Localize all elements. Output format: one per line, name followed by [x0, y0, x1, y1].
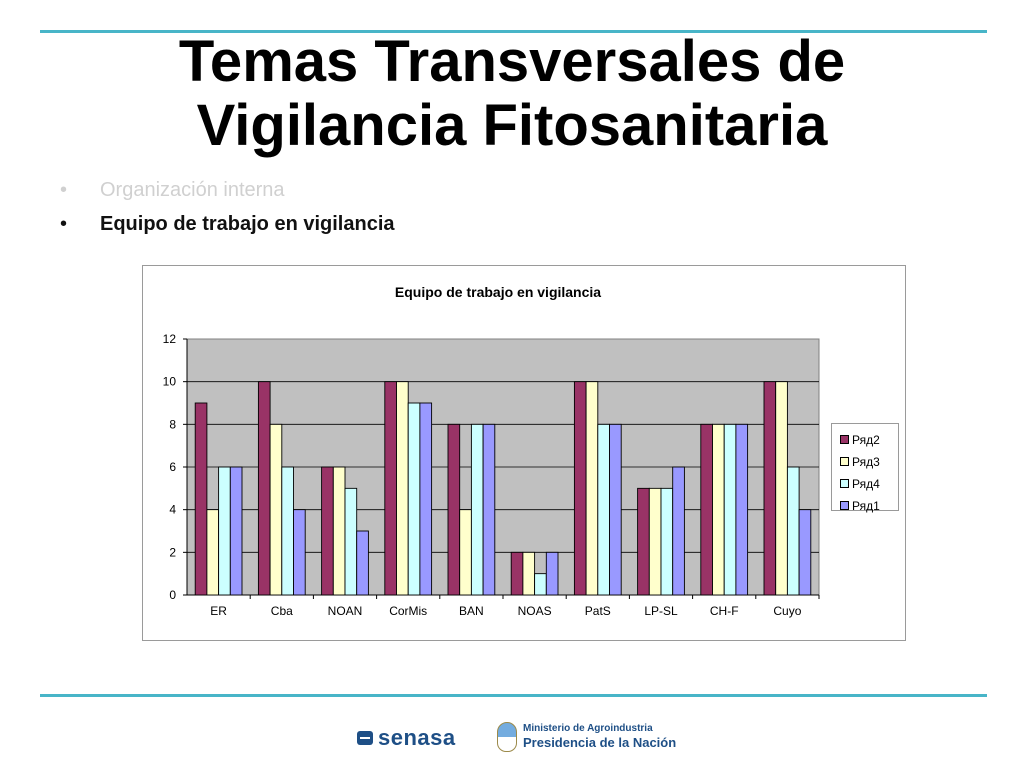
footer: senasa Ministerio de Agroindustria Presi…: [0, 718, 1024, 758]
chart-container: Equipo de trabajo en vigilancia 0 2 4 6 8 10 12…: [142, 265, 906, 641]
bullet-item-equipo: • Equipo de trabajo en vigilancia: [60, 210, 395, 244]
senasa-mark-icon: [357, 731, 373, 745]
bar-ER-1: [206, 509, 220, 596]
legend-swatch-icon: [840, 435, 849, 445]
x-tick-label: LP-SL: [644, 604, 678, 618]
legend-swatch-icon: [840, 479, 849, 489]
ministry-logo: Ministerio de Agroindustria Presidencia …: [497, 722, 676, 752]
bar-NOAS-1: [522, 551, 536, 596]
bar-ER-3: [229, 466, 243, 596]
legend-swatch-icon: [840, 457, 849, 467]
bar-CorMis-2: [407, 402, 421, 596]
y-tick-label: 2: [169, 545, 176, 559]
bar-NOAN-0: [321, 466, 334, 596]
y-tick-label: 0: [169, 588, 176, 602]
national-shield-icon: [497, 722, 517, 752]
bottom-divider: [40, 694, 987, 697]
slide-title: Temas Transversales de Vigilancia Fitosa…: [0, 30, 1024, 158]
bullet-text: Equipo de trabajo en vigilancia: [100, 213, 395, 235]
presidency-name: Presidencia de la Nación: [523, 735, 677, 750]
y-tick-label: 4: [169, 503, 176, 517]
bar-PatS-3: [609, 423, 622, 596]
bar-NOAN-3: [356, 530, 369, 596]
bar-CorMis-1: [396, 381, 409, 596]
bullet-list: • Organización interna • Equipo de traba…: [60, 176, 395, 244]
bar-PatS-0: [573, 381, 587, 596]
legend-item: Ряд2: [832, 429, 898, 451]
bullet-dot-icon: •: [60, 179, 68, 201]
ministry-name: Ministerio de Agroindustria: [523, 723, 653, 734]
legend-label: Ряд2: [852, 433, 880, 447]
bar-Cuyo-1: [775, 381, 788, 596]
y-tick-label: 6: [169, 460, 176, 474]
bar-LP-SL-1: [648, 487, 662, 596]
chart-legend: Ряд2 Ряд3 Ряд4 Ряд1: [831, 423, 899, 513]
bar-CorMis-0: [384, 381, 397, 596]
bar-CH-F-3: [735, 423, 749, 596]
legend-swatch-icon: [840, 501, 849, 511]
bullet-dot-icon: •: [60, 213, 68, 235]
bullet-item-organizacion: • Organización interna: [60, 176, 395, 210]
bar-Cba-1: [269, 423, 283, 596]
x-tick-label: BAN: [459, 604, 484, 618]
bar-NOAN-1: [332, 466, 346, 596]
x-tick-label: CorMis: [389, 604, 427, 618]
slide-title-line2: Vigilancia Fitosanitaria: [196, 93, 828, 158]
bar-PatS-2: [597, 423, 610, 596]
senasa-logo-text: senasa: [378, 725, 456, 750]
bar-Cba-0: [257, 381, 271, 596]
bar-Cuyo-3: [798, 509, 812, 596]
bar-NOAS-3: [545, 551, 559, 596]
bar-chart: Equipo de trabajo en vigilancia 0 2 4 6 8 10 12…: [163, 284, 820, 618]
legend-label: Ряд4: [852, 477, 880, 491]
bar-CorMis-3: [419, 402, 433, 596]
bar-CH-F-0: [700, 423, 713, 596]
legend-label: Ряд1: [852, 499, 880, 513]
bar-BAN-3: [482, 423, 496, 596]
bar-NOAS-0: [510, 551, 524, 596]
bar-CH-F-2: [723, 423, 737, 596]
bar-LP-SL-2: [660, 487, 674, 596]
legend-item: Ряд4: [832, 473, 898, 495]
bar-ER-2: [218, 466, 231, 596]
bar-PatS-1: [585, 381, 599, 596]
y-tick-label: 10: [163, 375, 177, 389]
legend-item: Ряд3: [832, 451, 898, 473]
bullet-text: Organización interna: [100, 179, 285, 201]
top-divider: [40, 30, 987, 33]
x-tick-label: ER: [210, 604, 227, 618]
chart-title: Equipo de trabajo en vigilancia: [395, 284, 601, 300]
bar-BAN-0: [447, 423, 461, 596]
bar-LP-SL-3: [672, 466, 685, 596]
bar-BAN-2: [470, 423, 484, 596]
bar-CH-F-1: [712, 423, 725, 596]
legend-item: Ряд1: [832, 495, 898, 517]
x-tick-label: CH-F: [710, 604, 739, 618]
x-tick-label: Cba: [271, 604, 293, 618]
bar-ER-0: [194, 402, 208, 596]
bar-BAN-1: [459, 509, 472, 596]
bar-Cuyo-0: [763, 381, 777, 596]
senasa-logo: senasa: [357, 724, 456, 752]
x-tick-label: NOAN: [328, 604, 363, 618]
x-tick-label: NOAS: [518, 604, 552, 618]
bar-Cba-2: [281, 466, 294, 596]
bar-NOAS-2: [534, 573, 547, 596]
slide-title-line1: Temas Transversales de: [178, 29, 846, 94]
x-tick-label: PatS: [585, 604, 611, 618]
y-tick-label: 12: [163, 332, 177, 346]
bar-Cuyo-2: [786, 466, 800, 596]
legend-label: Ряд3: [852, 455, 880, 469]
x-tick-label: Cuyo: [773, 604, 801, 618]
bar-NOAN-2: [344, 487, 358, 596]
y-tick-label: 8: [169, 417, 176, 431]
bar-LP-SL-0: [637, 487, 650, 596]
bar-Cba-3: [293, 509, 306, 596]
